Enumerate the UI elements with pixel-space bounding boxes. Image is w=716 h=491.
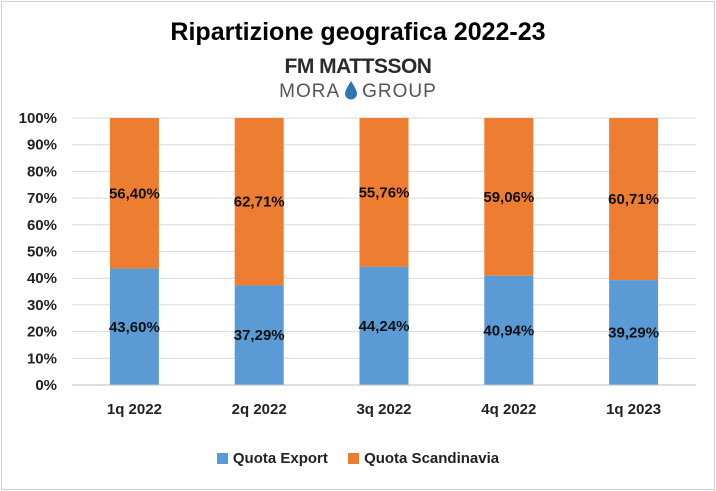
data-label-export: 44,24%: [359, 318, 410, 335]
legend-label-scandinavia: Quota Scandinavia: [364, 450, 500, 467]
bar-scandinavia: [109, 118, 159, 269]
y-tick-label: 90%: [27, 137, 57, 154]
data-label-export: 43,60%: [109, 319, 160, 336]
bar-export: [234, 285, 284, 385]
x-tick-label: 1q 2023: [606, 401, 661, 418]
bar-scandinavia: [484, 118, 534, 276]
bar-export: [484, 275, 534, 385]
data-label-export: 39,29%: [608, 325, 659, 342]
legend-item-scandinavia: Quota Scandinavia: [348, 450, 499, 467]
bar-scandinavia: [234, 118, 284, 286]
data-label-export: 40,94%: [483, 322, 534, 339]
y-tick-label: 70%: [27, 190, 57, 207]
bar-export: [109, 268, 159, 385]
y-tick-label: 40%: [27, 270, 57, 287]
logo-sub: MORA GROUP: [0, 80, 716, 103]
data-label-scandinavia: 62,71%: [234, 194, 285, 211]
x-tick-label: 4q 2022: [481, 401, 536, 418]
legend: Quota Export Quota Scandinavia: [0, 450, 716, 467]
legend-item-export: Quota Export: [216, 450, 328, 467]
y-tick-label: 10%: [27, 350, 57, 367]
logo-sub-right: GROUP: [362, 81, 437, 102]
logo-main-text: FM MATTSSON: [284, 55, 432, 78]
y-tick-label: 80%: [27, 163, 57, 180]
x-tick-label: 2q 2022: [232, 401, 287, 418]
y-tick-label: 60%: [27, 217, 57, 234]
x-tick-label: 3q 2022: [356, 401, 411, 418]
data-label-scandinavia: 60,71%: [608, 191, 659, 208]
data-label-export: 37,29%: [234, 327, 285, 344]
legend-swatch-export: [216, 453, 228, 464]
bar-export: [609, 280, 659, 385]
y-tick-label: 100%: [19, 110, 57, 127]
bar-scandinavia: [609, 118, 659, 281]
data-label-scandinavia: 59,06%: [483, 189, 534, 206]
data-label-scandinavia: 55,76%: [359, 184, 410, 201]
x-tick-label: 1q 2022: [107, 401, 162, 418]
logo-sub-left: MORA: [279, 81, 341, 102]
legend-swatch-scandinavia: [348, 453, 360, 464]
chart-title: Ripartizione geografica 2022-23: [170, 18, 546, 46]
bar-export: [359, 266, 409, 385]
y-tick-label: 30%: [27, 297, 57, 314]
water-drop-icon: [345, 81, 358, 100]
y-tick-label: 20%: [27, 324, 57, 341]
legend-label-export: Quota Export: [232, 450, 328, 467]
bar-scandinavia: [359, 118, 409, 267]
y-tick-label: 0%: [35, 377, 57, 394]
y-tick-label: 50%: [27, 244, 57, 261]
data-label-scandinavia: 56,40%: [109, 185, 160, 202]
